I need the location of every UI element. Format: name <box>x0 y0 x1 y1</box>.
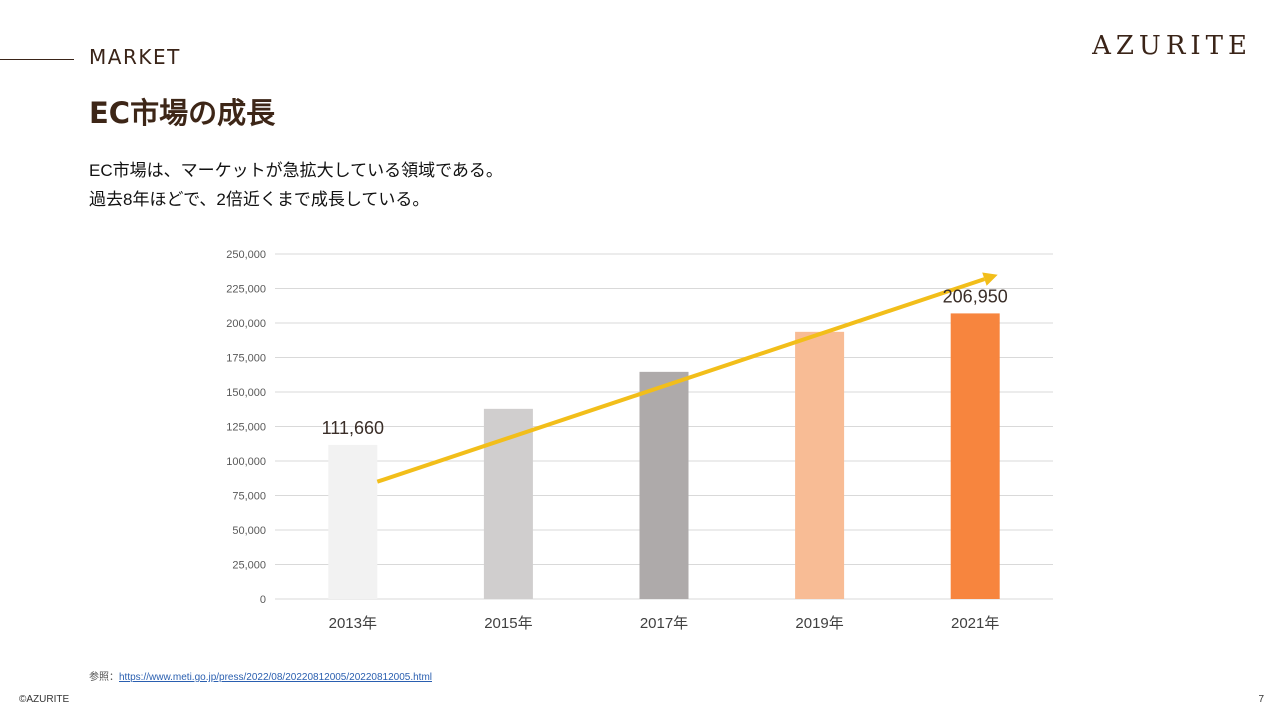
page-number: 7 <box>1258 694 1264 705</box>
y-tick-label: 200,000 <box>226 318 266 330</box>
x-tick-label: 2013年 <box>329 615 377 632</box>
x-tick-label: 2015年 <box>484 615 532 632</box>
description-line: EC市場は、マーケットが急拡大している領域である。 <box>89 161 503 180</box>
x-axis-ticks: 2013年 2015年 2017年 2019年 2021年 <box>329 615 1000 632</box>
trend-arrow-layer <box>376 272 998 484</box>
brand-logo: AZURITE <box>1092 31 1252 61</box>
y-tick-label: 25,000 <box>232 560 266 572</box>
source-citation: 参照：https://www.meti.go.jp/press/2022/08/… <box>89 668 432 683</box>
x-tick-label: 2021年 <box>951 615 999 632</box>
x-tick-label: 2017年 <box>640 615 688 632</box>
bar <box>639 371 689 599</box>
description: EC市場は、マーケットが急拡大している領域である。 過去8年ほどで、2倍近くまで… <box>89 156 503 214</box>
y-tick-label: 250,000 <box>226 249 266 261</box>
bar-chart: 0 25,000 50,000 75,000 100,000 125,000 150,000… <box>200 235 1070 649</box>
page-title: EC市場の成長 <box>89 96 276 130</box>
y-tick-label: 175,000 <box>226 353 266 365</box>
copyright: ©AZURITE <box>19 694 70 705</box>
y-tick-label: 50,000 <box>232 525 266 537</box>
data-label: 206,950 <box>943 286 1008 306</box>
trend-arrow-shaft <box>376 277 986 484</box>
y-tick-label: 75,000 <box>232 491 266 503</box>
y-tick-label: 225,000 <box>226 284 266 296</box>
bar <box>483 408 533 599</box>
bar <box>328 444 378 599</box>
data-label-layer: 111,660 206,950 <box>322 286 1008 438</box>
section-label: MARKET <box>89 45 181 69</box>
source-link[interactable]: https://www.meti.go.jp/press/2022/08/202… <box>119 672 432 683</box>
bar <box>795 331 845 599</box>
data-label: 111,660 <box>322 418 384 438</box>
bar-layer <box>328 313 1000 599</box>
y-tick-label: 125,000 <box>226 422 266 434</box>
header-rule <box>0 59 74 60</box>
y-tick-label: 150,000 <box>226 387 266 399</box>
source-prefix: 参照： <box>89 672 119 683</box>
y-tick-label: 100,000 <box>226 456 266 468</box>
bar <box>950 313 1000 599</box>
x-tick-label: 2019年 <box>795 615 843 632</box>
description-line: 過去8年ほどで、2倍近くまで成長している。 <box>89 190 430 209</box>
chart-svg: 0 25,000 50,000 75,000 100,000 125,000 150,000… <box>226 249 1053 632</box>
y-tick-label: 0 <box>260 594 266 606</box>
trend-arrow-head <box>982 272 998 286</box>
y-axis-ticks: 0 25,000 50,000 75,000 100,000 125,000 150,000… <box>226 249 266 606</box>
